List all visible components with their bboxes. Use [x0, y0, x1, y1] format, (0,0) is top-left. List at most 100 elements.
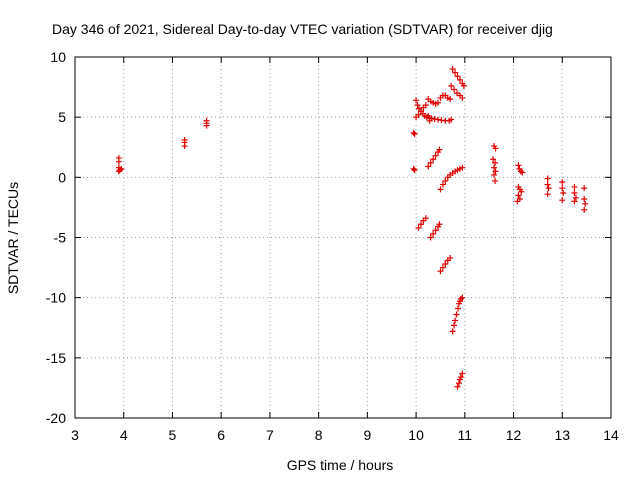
- data-point: [422, 102, 429, 109]
- series-arc-h: [437, 164, 466, 193]
- y-axis: -20 -15 -10 -5 0 5 10: [46, 49, 611, 426]
- data-point: [437, 268, 444, 275]
- x-tick-label: 12: [506, 427, 522, 443]
- data-point: [515, 162, 522, 169]
- x-tick-label: 14: [603, 427, 619, 443]
- data-point: [519, 169, 526, 176]
- x-tick-label: 6: [217, 427, 225, 443]
- data-point: [460, 82, 467, 89]
- data-point: [545, 185, 552, 192]
- data-point: [518, 188, 525, 195]
- data-point: [514, 198, 521, 205]
- data-point: [417, 221, 424, 228]
- data-point: [410, 165, 417, 172]
- y-tick-label: -15: [46, 350, 66, 366]
- data-point: [417, 108, 424, 115]
- data-point: [581, 206, 588, 213]
- data-point: [457, 374, 464, 381]
- x-tick-label: 10: [408, 427, 424, 443]
- series-arc-d: [425, 92, 454, 107]
- data-point: [453, 311, 460, 318]
- y-tick-label: 0: [58, 169, 66, 185]
- data-point: [571, 198, 578, 205]
- data-point: [572, 194, 579, 201]
- y-tick-label: -5: [54, 230, 67, 246]
- x-tick-label: 13: [554, 427, 570, 443]
- series-arc-l: [449, 294, 466, 335]
- data-point: [515, 192, 522, 199]
- data-point: [449, 328, 456, 335]
- series-arc-k: [437, 254, 454, 275]
- series-arc-e: [449, 66, 467, 89]
- data-point: [559, 185, 566, 192]
- data-point: [410, 129, 417, 136]
- x-tick-label: 9: [363, 427, 371, 443]
- data-point: [426, 117, 433, 124]
- data-point: [491, 171, 498, 178]
- data-point: [490, 156, 497, 163]
- data-point: [582, 200, 589, 207]
- data-point: [452, 317, 459, 324]
- data-point: [544, 181, 551, 188]
- data-point: [492, 177, 499, 184]
- data-point: [571, 183, 578, 190]
- x-axis-label: GPS time / hours: [287, 457, 394, 473]
- x-axis: 3 4 5 6 7 8 9 10 11 12 13 14: [71, 57, 619, 443]
- x-tick-label: 8: [315, 427, 323, 443]
- data-point: [454, 73, 461, 80]
- y-tick-label: -20: [46, 410, 66, 426]
- grid: [75, 57, 611, 418]
- data-point: [544, 191, 551, 198]
- data-point: [427, 159, 434, 166]
- chart-title: Day 346 of 2021, Sidereal Day-to-day VTE…: [52, 21, 553, 37]
- data-point: [492, 168, 499, 175]
- x-tick-label: 7: [266, 427, 274, 443]
- data-point: [431, 115, 438, 122]
- data-point: [491, 164, 498, 171]
- data-point: [430, 230, 437, 237]
- data-point: [432, 152, 439, 159]
- series-pre-9h: [115, 117, 210, 175]
- data-point: [560, 189, 567, 196]
- series-arc-f: [448, 82, 466, 101]
- data-point: [415, 111, 422, 118]
- series-arc-i: [415, 215, 429, 231]
- data-point: [492, 145, 499, 152]
- data-point: [492, 159, 499, 166]
- data-point: [454, 305, 461, 312]
- series-post-11h: [490, 143, 589, 213]
- data-point: [448, 116, 455, 123]
- data-point: [459, 164, 466, 171]
- data-point: [425, 163, 432, 170]
- data-point: [437, 186, 444, 193]
- data-point: [454, 383, 461, 390]
- data-point: [581, 185, 588, 192]
- x-tick-label: 4: [120, 427, 128, 443]
- data-point: [422, 215, 429, 222]
- data-points: [115, 66, 589, 390]
- x-tick-label: 5: [169, 427, 177, 443]
- data-point: [544, 175, 551, 182]
- x-tick-label: 11: [458, 427, 473, 443]
- data-point: [455, 380, 462, 387]
- data-point: [203, 122, 210, 129]
- data-point: [115, 158, 122, 165]
- series-arc-g: [425, 146, 443, 170]
- data-point: [449, 66, 456, 73]
- data-point: [435, 116, 442, 123]
- y-tick-label: 5: [58, 109, 66, 125]
- data-point: [436, 146, 443, 153]
- data-point: [451, 322, 458, 329]
- data-point: [447, 96, 454, 103]
- data-point: [459, 94, 466, 101]
- series-arc-a: [410, 129, 418, 174]
- data-point: [438, 117, 445, 124]
- data-point: [432, 227, 439, 234]
- x-tick-label: 3: [71, 427, 79, 443]
- series-arc-m: [454, 370, 466, 390]
- data-point: [442, 260, 449, 267]
- data-point: [118, 165, 125, 172]
- data-point: [559, 179, 566, 186]
- y-tick-label: -10: [46, 290, 66, 306]
- series-arc-j: [427, 221, 443, 241]
